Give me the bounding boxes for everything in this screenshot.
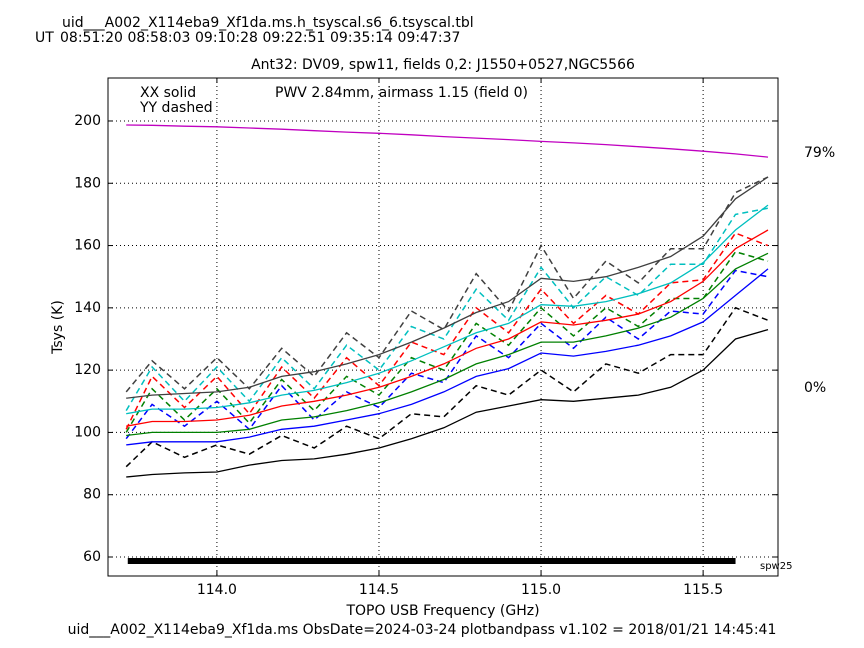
xx-line (126, 176, 769, 399)
y-tick-label: 160 (74, 238, 101, 254)
y-axis-label: Tsys (K) (50, 300, 66, 355)
y-tick-label: 140 (74, 300, 101, 316)
annotation: PWV 2.84mm, airmass 1.15 (field 0) (275, 85, 528, 101)
solid-label: XX solid (140, 85, 196, 101)
xx-line (126, 204, 769, 415)
legend-time: 09:10:28 (195, 30, 258, 46)
yy-line (125, 250, 769, 433)
y-tick-label: 200 (74, 113, 101, 129)
y-tick-label: 180 (74, 175, 101, 191)
chart-title: uid___A002_X114eba9_Xf1da.ms.h_tsyscal.s… (62, 15, 474, 31)
legend-time: 08:51:20 (60, 30, 123, 46)
y-tick-label: 100 (74, 424, 101, 440)
legend-time: 08:58:03 (128, 30, 191, 46)
legend-time: 09:22:51 (263, 30, 326, 46)
y-tick-label: 120 (74, 362, 101, 378)
yy-line (125, 232, 769, 430)
x-axis-label: TOPO USB Frequency (GHz) (345, 603, 539, 619)
ut-label: UT (35, 30, 54, 46)
y-tick-label: 60 (83, 549, 101, 565)
x-tick-label: 115.0 (521, 582, 561, 598)
dashed-label: YY dashed (139, 100, 213, 116)
x-tick-label: 114.5 (359, 582, 399, 598)
xx-line (126, 328, 769, 478)
xx-line (126, 252, 769, 437)
xx-line (126, 268, 769, 446)
yy-line (125, 207, 769, 411)
xx-line (126, 229, 769, 427)
legend-time: 09:47:37 (398, 30, 461, 46)
y2-tick-label: 79% (804, 145, 835, 161)
yy-line (125, 176, 769, 393)
y2-tick-label: 0% (804, 380, 826, 396)
chart-subtitle: Ant32: DV09, spw11, fields 0,2: J1550+05… (251, 57, 635, 73)
spw-label: spw25 (760, 561, 792, 572)
x-tick-label: 115.5 (683, 582, 723, 598)
plot-frame (107, 77, 779, 577)
y-tick-label: 80 (83, 487, 101, 503)
transmission-line (126, 124, 769, 158)
legend-time: 09:35:14 (330, 30, 393, 46)
x-tick-label: 114.0 (197, 582, 237, 598)
footer: uid___A002_X114eba9_Xf1da.ms ObsDate=202… (68, 622, 777, 638)
